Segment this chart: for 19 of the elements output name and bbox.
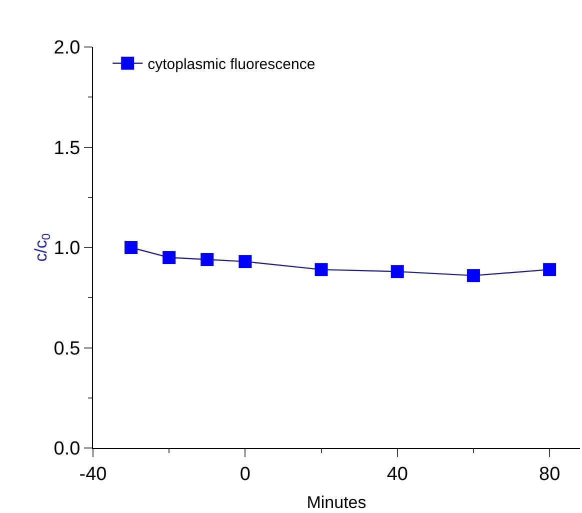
legend-label: cytoplasmic fluorescence (148, 56, 316, 74)
y-tick-label: 2.0 (54, 38, 80, 59)
x-axis-title: Minutes (306, 493, 366, 512)
point (390, 265, 404, 278)
y-tick-label: 1.5 (54, 138, 80, 159)
x-tick-label: 80 (538, 464, 560, 485)
point (466, 269, 480, 282)
point (238, 255, 252, 268)
x-tick-label: -40 (79, 464, 107, 485)
point (200, 253, 214, 266)
y-tick-label: 0.5 (54, 338, 80, 360)
y-tick-label: 1.0 (54, 238, 80, 260)
point (543, 263, 556, 276)
point (124, 241, 138, 254)
point (314, 263, 328, 276)
x-tick-label: 0 (240, 464, 250, 485)
x-tick-label: 40 (386, 464, 408, 485)
y-tick-label: 0.0 (54, 438, 80, 460)
point (162, 251, 176, 264)
